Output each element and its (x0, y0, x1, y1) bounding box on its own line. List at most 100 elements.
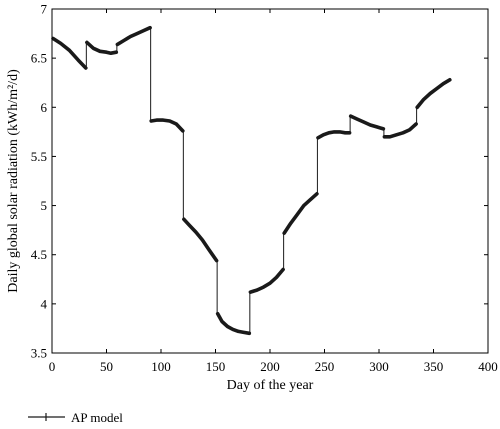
y-tick-label: 5.5 (31, 149, 47, 164)
data-point (289, 222, 292, 225)
legend: AP model (28, 410, 123, 425)
x-axis-ticks: 0 50 100 150 200 250 300 350 400 (49, 9, 498, 374)
y-tick-label: 6 (41, 100, 48, 115)
data-point (77, 59, 80, 62)
series-line-segment (248, 267, 285, 294)
data-point (129, 35, 132, 38)
data-point (232, 328, 234, 331)
data-point (155, 119, 158, 121)
data-point (283, 232, 286, 234)
series-line-segment (51, 36, 88, 70)
y-tick-label: 6.5 (31, 51, 47, 66)
x-tick-label: 300 (369, 359, 389, 374)
data-point (317, 136, 319, 139)
data-point (302, 204, 305, 207)
data-point (99, 50, 101, 53)
y-tick-label: 5 (41, 198, 48, 213)
data-point (84, 67, 87, 69)
data-point (109, 52, 112, 55)
x-axis-label: Day of the year (227, 378, 314, 393)
data-point (442, 82, 445, 85)
data-point (123, 39, 125, 42)
data-point (168, 120, 171, 122)
data-point (282, 268, 284, 271)
data-point (136, 32, 138, 35)
data-point (201, 239, 204, 241)
data-point (435, 87, 438, 90)
data-point (315, 192, 318, 195)
data-point (362, 121, 365, 123)
data-point (215, 259, 218, 262)
y-tick-label: 4 (41, 296, 48, 311)
plot-frame (51, 8, 489, 354)
data-point (221, 320, 223, 323)
data-point (249, 291, 252, 293)
data-point (105, 51, 108, 54)
data-point (395, 133, 398, 136)
data-point (415, 123, 417, 125)
data-point (422, 98, 425, 101)
x-tick-label: 150 (206, 359, 226, 374)
data-point (383, 135, 386, 138)
series-line-segment (85, 40, 119, 56)
data-point (248, 332, 251, 335)
data-point (226, 325, 229, 328)
data-point (375, 126, 378, 128)
data-point (344, 131, 347, 134)
series-line-segment (348, 114, 386, 131)
data-point (162, 119, 165, 121)
data-point (208, 248, 210, 251)
series-line-segment (382, 122, 418, 139)
data-point (402, 131, 404, 134)
data-point (194, 231, 197, 234)
data-point (327, 131, 330, 134)
y-axis-label: Daily global solar radiation (kWh/m²/d) (6, 69, 21, 293)
data-point (389, 135, 391, 138)
x-tick-label: 50 (100, 359, 113, 374)
data-point (429, 92, 432, 95)
y-tick-label: 7 (41, 2, 48, 17)
data-point (338, 130, 341, 133)
data-point (309, 198, 312, 201)
data-point (242, 331, 245, 334)
x-tick-label: 250 (315, 359, 335, 374)
data-point (52, 37, 54, 40)
data-point (296, 213, 299, 216)
data-point (149, 26, 152, 29)
data-point (382, 128, 385, 130)
series-line-segment (282, 192, 319, 235)
data-point (256, 289, 258, 291)
x-tick-label: 100 (151, 359, 171, 374)
data-point (116, 43, 119, 46)
series-line-segment (115, 25, 152, 47)
series-line-segment (182, 217, 219, 263)
data-point (92, 47, 95, 50)
data-point (150, 120, 153, 122)
data-point (275, 276, 278, 279)
data-point (182, 218, 185, 221)
data-point (349, 115, 352, 118)
y-axis-ticks: 3.5 4 4.5 5 5.5 6 6.5 7 (31, 2, 488, 361)
data-point (216, 312, 219, 315)
series-line-segment (215, 311, 252, 336)
data-point (115, 51, 118, 54)
data-point (142, 29, 145, 32)
data-point (448, 78, 451, 81)
x-tick-label: 350 (424, 359, 444, 374)
y-tick-label: 4.5 (31, 247, 47, 262)
data-point (188, 224, 191, 227)
data-point (262, 286, 265, 289)
series-line-segment (415, 78, 452, 110)
data-point (269, 282, 271, 285)
data-point (59, 42, 62, 45)
data-point (181, 129, 184, 132)
data-point (369, 124, 372, 126)
x-tick-label: 400 (478, 359, 498, 374)
data-point (348, 131, 351, 134)
legend-label: AP model (71, 410, 123, 425)
data-point (416, 106, 419, 109)
x-tick-label: 0 (49, 359, 56, 374)
data-point (237, 330, 240, 333)
data-point (322, 133, 325, 136)
